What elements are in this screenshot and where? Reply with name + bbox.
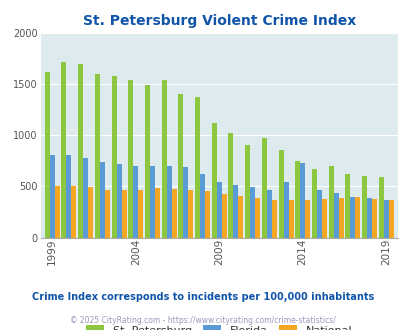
- Bar: [288, 200, 293, 238]
- Bar: [45, 72, 50, 238]
- Bar: [188, 190, 193, 238]
- Bar: [55, 186, 60, 238]
- Bar: [261, 138, 266, 238]
- Bar: [78, 64, 83, 238]
- Bar: [216, 182, 221, 238]
- Bar: [238, 196, 243, 238]
- Bar: [194, 97, 200, 238]
- Bar: [128, 80, 133, 238]
- Bar: [83, 158, 88, 238]
- Bar: [50, 155, 55, 238]
- Title: St. Petersburg Violent Crime Index: St. Petersburg Violent Crime Index: [82, 14, 355, 28]
- Bar: [228, 133, 233, 238]
- Bar: [149, 166, 155, 238]
- Bar: [350, 197, 354, 238]
- Bar: [266, 189, 271, 238]
- Bar: [311, 169, 316, 238]
- Bar: [249, 187, 254, 238]
- Bar: [383, 200, 388, 238]
- Bar: [95, 74, 100, 238]
- Bar: [88, 187, 93, 238]
- Bar: [328, 166, 333, 238]
- Bar: [161, 80, 166, 238]
- Bar: [371, 199, 376, 238]
- Bar: [254, 198, 260, 238]
- Bar: [116, 164, 121, 238]
- Text: © 2025 CityRating.com - https://www.cityrating.com/crime-statistics/: © 2025 CityRating.com - https://www.city…: [70, 315, 335, 325]
- Bar: [305, 200, 309, 238]
- Bar: [205, 191, 209, 238]
- Bar: [283, 182, 288, 238]
- Bar: [299, 163, 305, 238]
- Bar: [271, 200, 276, 238]
- Bar: [378, 177, 383, 238]
- Bar: [133, 166, 138, 238]
- Bar: [361, 176, 366, 238]
- Bar: [321, 199, 326, 238]
- Bar: [233, 185, 238, 238]
- Bar: [155, 188, 160, 238]
- Bar: [183, 167, 188, 238]
- Bar: [211, 123, 216, 238]
- Bar: [294, 161, 299, 238]
- Bar: [333, 193, 338, 238]
- Bar: [338, 198, 343, 238]
- Bar: [111, 76, 116, 238]
- Bar: [71, 186, 76, 238]
- Bar: [66, 155, 71, 238]
- Bar: [178, 94, 183, 238]
- Bar: [121, 189, 126, 238]
- Bar: [316, 189, 321, 238]
- Bar: [245, 145, 249, 238]
- Bar: [221, 194, 226, 238]
- Bar: [166, 166, 171, 238]
- Bar: [278, 149, 283, 238]
- Bar: [61, 62, 66, 238]
- Bar: [171, 189, 176, 238]
- Bar: [145, 85, 149, 238]
- Bar: [100, 162, 104, 238]
- Bar: [200, 174, 205, 238]
- Bar: [104, 189, 110, 238]
- Bar: [354, 197, 359, 238]
- Bar: [366, 198, 371, 238]
- Bar: [344, 174, 350, 238]
- Legend: St. Petersburg, Florida, National: St. Petersburg, Florida, National: [82, 321, 356, 330]
- Text: Crime Index corresponds to incidents per 100,000 inhabitants: Crime Index corresponds to incidents per…: [32, 292, 373, 302]
- Bar: [138, 190, 143, 238]
- Bar: [388, 200, 393, 238]
